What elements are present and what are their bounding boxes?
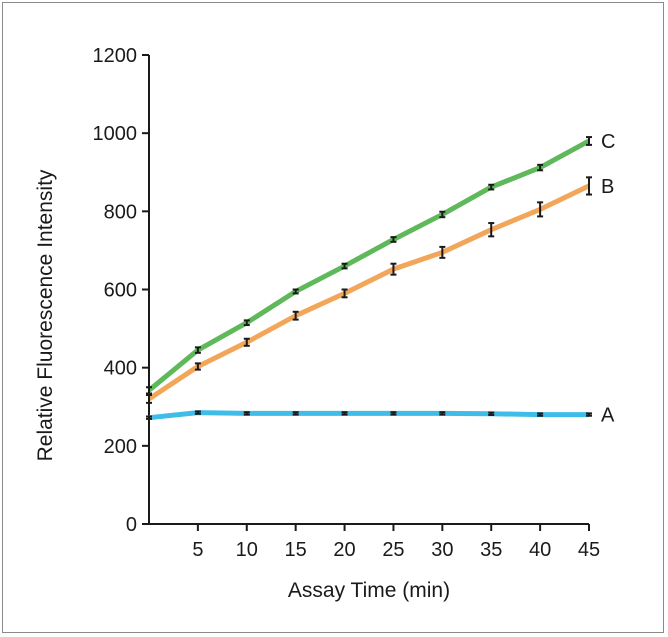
y-tick-label: 1200 [93,45,138,67]
error-bar [243,337,250,347]
series-line-C [147,138,591,393]
error-bar [292,310,299,321]
error-bar [390,236,397,243]
error-bar [194,410,201,415]
error-bar [488,411,495,416]
y-tick-label: 0 [126,514,137,536]
error-bar [488,222,495,238]
series-line-B [147,183,591,402]
series-C: C [146,131,615,395]
error-bar [488,183,495,191]
series-label-A: A [601,405,615,427]
y-tick-label: 1000 [93,123,138,145]
x-axis-label: Assay Time (min) [288,579,450,602]
x-tick-label: 35 [480,539,502,561]
series-A: A [146,405,615,427]
error-bar [537,412,544,417]
y-tick-label: 600 [104,280,137,302]
x-tick-label: 15 [285,539,307,561]
x-tick-label: 45 [578,539,600,561]
error-bar [586,412,592,417]
error-bar [341,411,348,416]
error-bar [243,319,250,327]
error-bar [243,411,250,416]
x-tick-label: 25 [382,539,404,561]
error-bar [292,288,299,295]
error-bar [439,245,446,259]
error-bar [341,262,348,270]
y-tick-label: 800 [104,201,137,223]
series-label-B: B [601,176,614,198]
error-bar [390,411,397,416]
x-tick-label: 5 [192,539,203,561]
error-bar [586,176,592,196]
error-bar [537,201,544,218]
series-layer: C B A [146,131,615,427]
error-bar [439,411,446,416]
y-tick-label: 400 [104,358,137,380]
error-bar [146,394,152,404]
axes [148,55,589,525]
y-tick-label: 200 [104,436,137,458]
x-tick-label: 10 [236,539,258,561]
y-axis-label: Relative Fluorescence Intensity [34,169,57,461]
x-tick-label: 40 [529,539,551,561]
x-tick-label: 20 [333,539,355,561]
error-bar [537,163,544,172]
error-bar [194,346,201,354]
error-bar [146,386,152,395]
x-tick-label: 30 [431,539,453,561]
error-bar [194,362,201,371]
error-bar [390,262,397,276]
error-bar [292,411,299,416]
error-bar [341,288,348,299]
error-bar [586,136,592,146]
error-bar [439,210,446,219]
series-B: B [146,176,614,404]
y-ticks: 0 200 400 600 800 1000 1200 [93,45,149,536]
error-bar [146,415,152,420]
series-label-C: C [601,131,615,153]
series-line-A [148,410,589,421]
x-ticks: 5 10 15 20 25 30 35 40 45 [192,524,600,561]
